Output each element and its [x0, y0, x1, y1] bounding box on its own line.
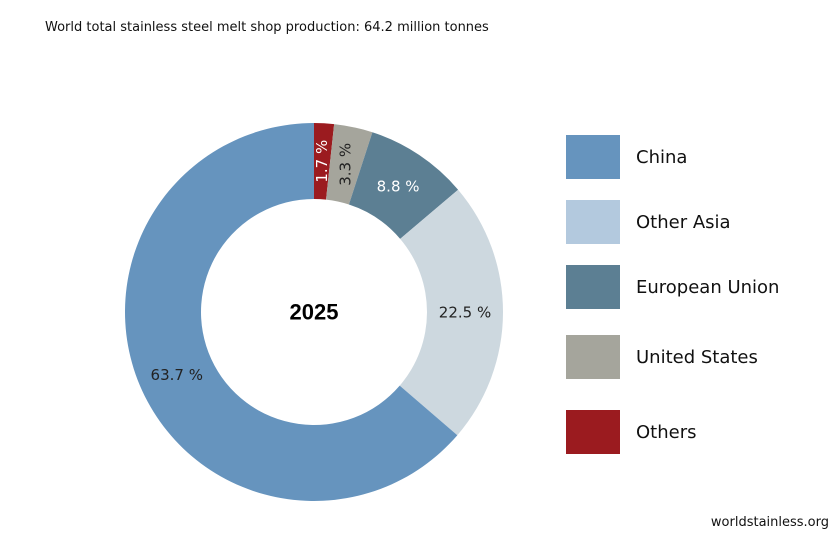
data-label: 63.7 %: [151, 366, 203, 384]
legend-label: Others: [636, 421, 697, 443]
legend-item: United States: [566, 335, 758, 379]
slice-china: [125, 123, 458, 501]
legend-label: United States: [636, 346, 758, 368]
slice-european-union: [348, 132, 459, 239]
legend-swatch: [566, 265, 620, 309]
legend-swatch: [566, 200, 620, 244]
slice-others: [314, 123, 335, 200]
legend-label: Other Asia: [636, 211, 731, 233]
chart-title: World total stainless steel melt shop pr…: [45, 20, 489, 35]
source-label: worldstainless.org: [710, 515, 829, 530]
data-label: 3.3 %: [337, 143, 355, 186]
slice-other-asia: [399, 189, 503, 436]
data-label: 8.8 %: [377, 178, 420, 196]
legend-swatch: [566, 335, 620, 379]
center-label: 2025: [290, 300, 339, 325]
data-label: 1.7 %: [313, 140, 331, 183]
legend-item: Other Asia: [566, 200, 731, 244]
slice-united-states: [326, 124, 373, 205]
legend-item: Others: [566, 410, 697, 454]
legend-label: China: [636, 146, 688, 168]
legend-label: European Union: [636, 276, 780, 298]
legend-item: China: [566, 135, 687, 179]
legend-item: European Union: [566, 265, 779, 309]
data-label: 22.5 %: [439, 303, 491, 321]
legend-swatch: [566, 410, 620, 454]
legend-swatch: [566, 135, 620, 179]
